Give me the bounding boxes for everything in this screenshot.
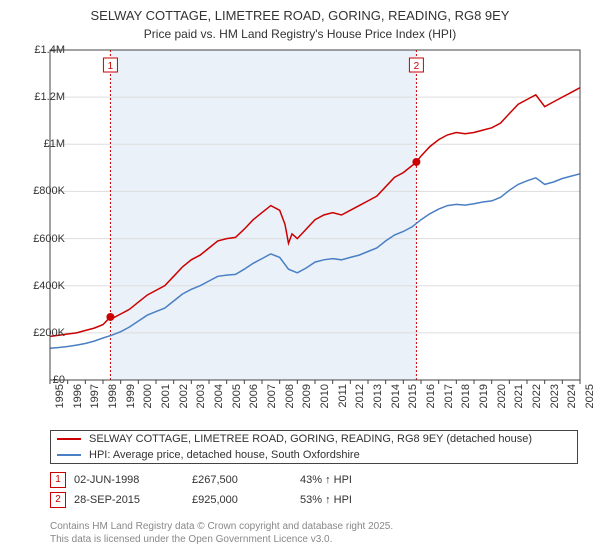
legend-label-property: SELWAY COTTAGE, LIMETREE ROAD, GORING, R… — [89, 433, 532, 445]
svg-text:1: 1 — [108, 61, 114, 72]
x-tick-label: 1997 — [89, 384, 101, 408]
chart-subtitle: Price paid vs. HM Land Registry's House … — [0, 25, 600, 41]
x-tick-label: 2024 — [566, 384, 578, 408]
x-tick-label: 2007 — [266, 384, 278, 408]
x-tick-label: 1995 — [54, 384, 66, 408]
chart-svg: 12 — [50, 50, 580, 380]
y-tick-label: £1M — [44, 138, 65, 150]
transaction-date-2: 28-SEP-2015 — [74, 494, 184, 506]
transaction-diff-1: 43% ↑ HPI — [300, 474, 400, 486]
x-tick-label: 2015 — [407, 384, 419, 408]
x-tick-label: 2001 — [160, 384, 172, 408]
x-tick-label: 2003 — [195, 384, 207, 408]
x-tick-label: 2021 — [513, 384, 525, 408]
transaction-price-1: £267,500 — [192, 474, 292, 486]
x-tick-label: 2023 — [549, 384, 561, 408]
footer-line-2: This data is licensed under the Open Gov… — [50, 533, 393, 546]
x-tick-label: 2012 — [354, 384, 366, 408]
transaction-marker-1: 1 — [50, 472, 66, 488]
legend-item-hpi: HPI: Average price, detached house, Sout… — [51, 447, 577, 463]
x-tick-label: 2002 — [178, 384, 190, 408]
x-tick-label: 2018 — [460, 384, 472, 408]
x-tick-label: 2008 — [284, 384, 296, 408]
legend-swatch-hpi — [57, 454, 81, 456]
x-tick-label: 2006 — [248, 384, 260, 408]
transaction-list: 1 02-JUN-1998 £267,500 43% ↑ HPI 2 28-SE… — [50, 470, 400, 510]
x-tick-label: 2019 — [478, 384, 490, 408]
chart-title: SELWAY COTTAGE, LIMETREE ROAD, GORING, R… — [0, 0, 600, 25]
y-tick-label: £600K — [33, 233, 65, 245]
x-tick-label: 2010 — [319, 384, 331, 408]
x-tick-label: 2016 — [425, 384, 437, 408]
legend-swatch-property — [57, 438, 81, 440]
transaction-diff-2: 53% ↑ HPI — [300, 494, 400, 506]
x-tick-label: 2004 — [213, 384, 225, 408]
legend-label-hpi: HPI: Average price, detached house, Sout… — [89, 449, 360, 461]
x-tick-label: 2009 — [301, 384, 313, 408]
transaction-row-1: 1 02-JUN-1998 £267,500 43% ↑ HPI — [50, 470, 400, 490]
x-tick-label: 2017 — [443, 384, 455, 408]
svg-text:2: 2 — [414, 61, 420, 72]
x-tick-label: 1998 — [107, 384, 119, 408]
chart-footer: Contains HM Land Registry data © Crown c… — [50, 520, 393, 546]
x-tick-label: 2005 — [231, 384, 243, 408]
footer-line-1: Contains HM Land Registry data © Crown c… — [50, 520, 393, 533]
x-tick-label: 2020 — [496, 384, 508, 408]
x-tick-label: 2000 — [142, 384, 154, 408]
y-tick-label: £1.4M — [34, 44, 65, 56]
transaction-date-1: 02-JUN-1998 — [74, 474, 184, 486]
y-tick-label: £1.2M — [34, 91, 65, 103]
x-tick-label: 1999 — [125, 384, 137, 408]
x-tick-label: 2022 — [531, 384, 543, 408]
transaction-price-2: £925,000 — [192, 494, 292, 506]
x-tick-label: 2014 — [390, 384, 402, 408]
x-tick-label: 2025 — [584, 384, 596, 408]
y-tick-label: £200K — [33, 327, 65, 339]
y-tick-label: £400K — [33, 280, 65, 292]
x-tick-label: 1996 — [72, 384, 84, 408]
transaction-marker-2: 2 — [50, 492, 66, 508]
transaction-row-2: 2 28-SEP-2015 £925,000 53% ↑ HPI — [50, 490, 400, 510]
legend-item-property: SELWAY COTTAGE, LIMETREE ROAD, GORING, R… — [51, 431, 577, 447]
chart-legend: SELWAY COTTAGE, LIMETREE ROAD, GORING, R… — [50, 430, 578, 464]
y-tick-label: £800K — [33, 185, 65, 197]
x-tick-label: 2013 — [372, 384, 384, 408]
x-tick-label: 2011 — [337, 384, 349, 408]
chart-plot-area: 12 — [50, 50, 580, 380]
